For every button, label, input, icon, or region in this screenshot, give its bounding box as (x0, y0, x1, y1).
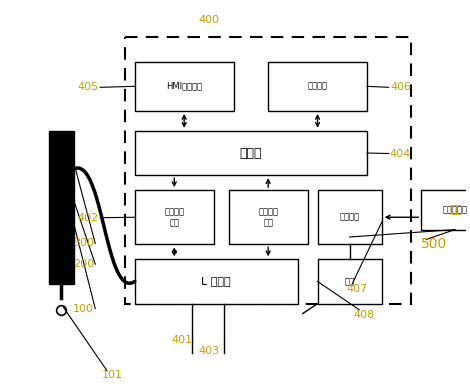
Bar (135, 131, 367, 175)
Bar (318, 259, 382, 304)
Bar (135, 190, 214, 244)
Text: 400: 400 (198, 15, 219, 25)
Text: 406: 406 (390, 83, 411, 92)
Text: 荧光检测
单元: 荧光检测 单元 (258, 208, 278, 227)
Text: 404: 404 (390, 149, 411, 158)
Text: 407: 407 (346, 284, 368, 294)
Text: 405: 405 (78, 83, 99, 92)
Text: 403: 403 (198, 346, 219, 356)
Text: 控制器: 控制器 (240, 147, 262, 160)
Text: 408: 408 (353, 310, 375, 319)
Text: 无线设备: 无线设备 (307, 82, 328, 91)
Text: 300: 300 (73, 239, 94, 248)
Text: 激光发射
单元: 激光发射 单元 (164, 208, 184, 227)
Bar (135, 259, 298, 304)
Bar (268, 62, 367, 111)
Text: 100: 100 (73, 304, 94, 314)
Text: 500: 500 (421, 237, 447, 251)
Text: 101: 101 (102, 370, 123, 380)
Bar (125, 37, 411, 304)
Bar (228, 190, 308, 244)
Text: L 型光路: L 型光路 (202, 276, 231, 287)
Text: 200: 200 (73, 259, 94, 269)
Text: 电源适配器: 电源适配器 (442, 205, 467, 214)
Text: 402: 402 (78, 213, 99, 223)
Bar (49, 131, 73, 284)
Text: HMI人机接口: HMI人机接口 (166, 82, 202, 91)
Text: 电池: 电池 (345, 277, 355, 286)
Bar (318, 190, 382, 244)
Text: 401: 401 (172, 335, 193, 345)
Text: 市电: 市电 (449, 205, 462, 215)
Bar (421, 190, 470, 230)
Text: 电源系统: 电源系统 (340, 213, 360, 222)
Bar (135, 62, 234, 111)
